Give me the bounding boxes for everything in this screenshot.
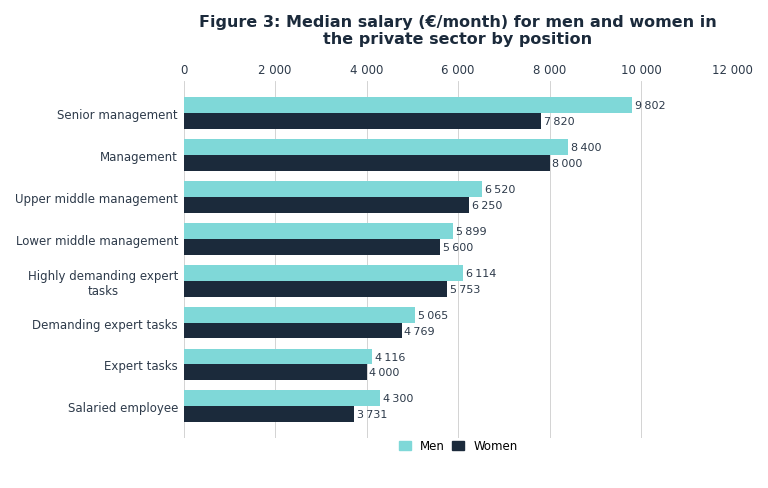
- Bar: [184, 407, 354, 423]
- Text: 4 300: 4 300: [383, 394, 413, 404]
- Text: 3 731: 3 731: [357, 409, 387, 420]
- Bar: [184, 182, 482, 197]
- Text: 5 600: 5 600: [442, 242, 473, 252]
- Text: 8 000: 8 000: [552, 159, 583, 168]
- Bar: [184, 197, 469, 213]
- Text: 6 250: 6 250: [472, 200, 502, 210]
- Text: 5 753: 5 753: [449, 284, 480, 294]
- Text: 4 116: 4 116: [375, 352, 405, 362]
- Bar: [184, 114, 541, 129]
- Bar: [184, 239, 440, 255]
- Title: Figure 3: Median salary (€/month) for men and women in
the private sector by pos: Figure 3: Median salary (€/month) for me…: [199, 15, 717, 47]
- Legend: Men, Women: Men, Women: [394, 435, 522, 457]
- Text: 8 400: 8 400: [571, 142, 601, 153]
- Bar: [184, 307, 415, 323]
- Text: 4 769: 4 769: [405, 326, 435, 336]
- Bar: [184, 323, 402, 339]
- Bar: [184, 281, 447, 297]
- Bar: [184, 349, 372, 365]
- Text: 9 802: 9 802: [634, 101, 665, 111]
- Text: 5 899: 5 899: [456, 226, 487, 236]
- Bar: [184, 224, 453, 239]
- Text: 7 820: 7 820: [544, 117, 574, 126]
- Bar: [184, 365, 366, 381]
- Text: 6 114: 6 114: [466, 268, 496, 278]
- Bar: [184, 391, 380, 407]
- Text: 6 520: 6 520: [485, 184, 515, 194]
- Text: 4 000: 4 000: [369, 367, 399, 378]
- Bar: [184, 140, 568, 156]
- Bar: [184, 156, 550, 171]
- Bar: [184, 98, 632, 114]
- Bar: [184, 265, 463, 281]
- Text: 5 065: 5 065: [418, 310, 449, 320]
